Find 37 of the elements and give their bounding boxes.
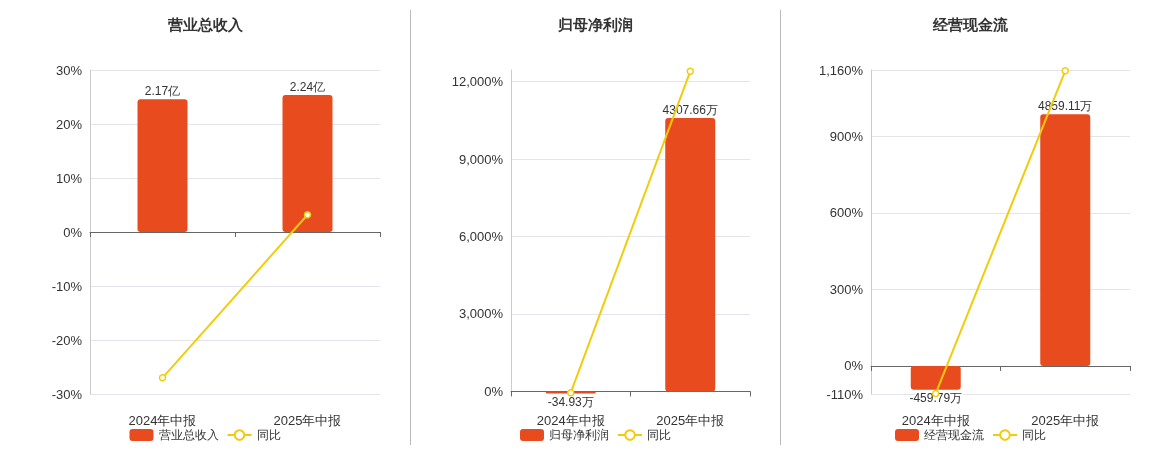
y-tick-label: 20% bbox=[55, 116, 83, 132]
y-tick-label: -110% bbox=[826, 386, 864, 402]
legend-label: 营业总收入 bbox=[158, 428, 219, 442]
y-tick-label: 1,160% bbox=[818, 62, 864, 78]
legend-label: 同比 bbox=[1022, 428, 1046, 442]
x-tick-label: 2024年中报 bbox=[901, 413, 970, 428]
y-tick-label: 12,000% bbox=[451, 74, 504, 90]
y-tick-label: -20% bbox=[51, 332, 83, 348]
data-label: 2.24亿 bbox=[289, 80, 326, 95]
chart-title: 经营现金流 bbox=[932, 16, 1009, 33]
y-tick-label: 6,000% bbox=[458, 229, 504, 245]
legend-label: 同比 bbox=[256, 428, 281, 442]
y-tick-label: 0% bbox=[63, 224, 83, 240]
data-label: -459.79万 bbox=[909, 390, 963, 405]
x-tick-label: 2024年中报 bbox=[128, 413, 197, 428]
x-tick-label: 2024年中报 bbox=[536, 413, 605, 428]
x-tick-label: 2025年中报 bbox=[1031, 413, 1100, 428]
data-label: 2.17亿 bbox=[144, 84, 181, 99]
legend-label: 经营现金流 bbox=[924, 428, 984, 442]
y-tick-label: 10% bbox=[55, 170, 83, 186]
y-tick-label: 0% bbox=[844, 358, 864, 374]
y-tick-label: 900% bbox=[829, 128, 864, 144]
data-label: -34.93万 bbox=[547, 394, 594, 409]
x-tick-label: 2025年中报 bbox=[656, 413, 725, 428]
chart-title: 归母净利润 bbox=[557, 16, 633, 33]
y-tick-label: 9,000% bbox=[458, 151, 504, 167]
y-tick-label: 0% bbox=[484, 383, 504, 399]
x-tick-label: 2025年中报 bbox=[273, 413, 342, 428]
y-tick-label: -10% bbox=[51, 278, 83, 294]
y-tick-label: 30% bbox=[55, 62, 83, 78]
legend-label: 同比 bbox=[647, 428, 671, 442]
chart-title: 营业总收入 bbox=[166, 16, 244, 33]
y-tick-label: 300% bbox=[829, 281, 864, 297]
y-tick-label: 600% bbox=[829, 205, 864, 221]
legend-label: 归母净利润 bbox=[549, 428, 609, 442]
y-tick-label: -30% bbox=[51, 386, 83, 402]
y-tick-label: 3,000% bbox=[458, 306, 504, 322]
